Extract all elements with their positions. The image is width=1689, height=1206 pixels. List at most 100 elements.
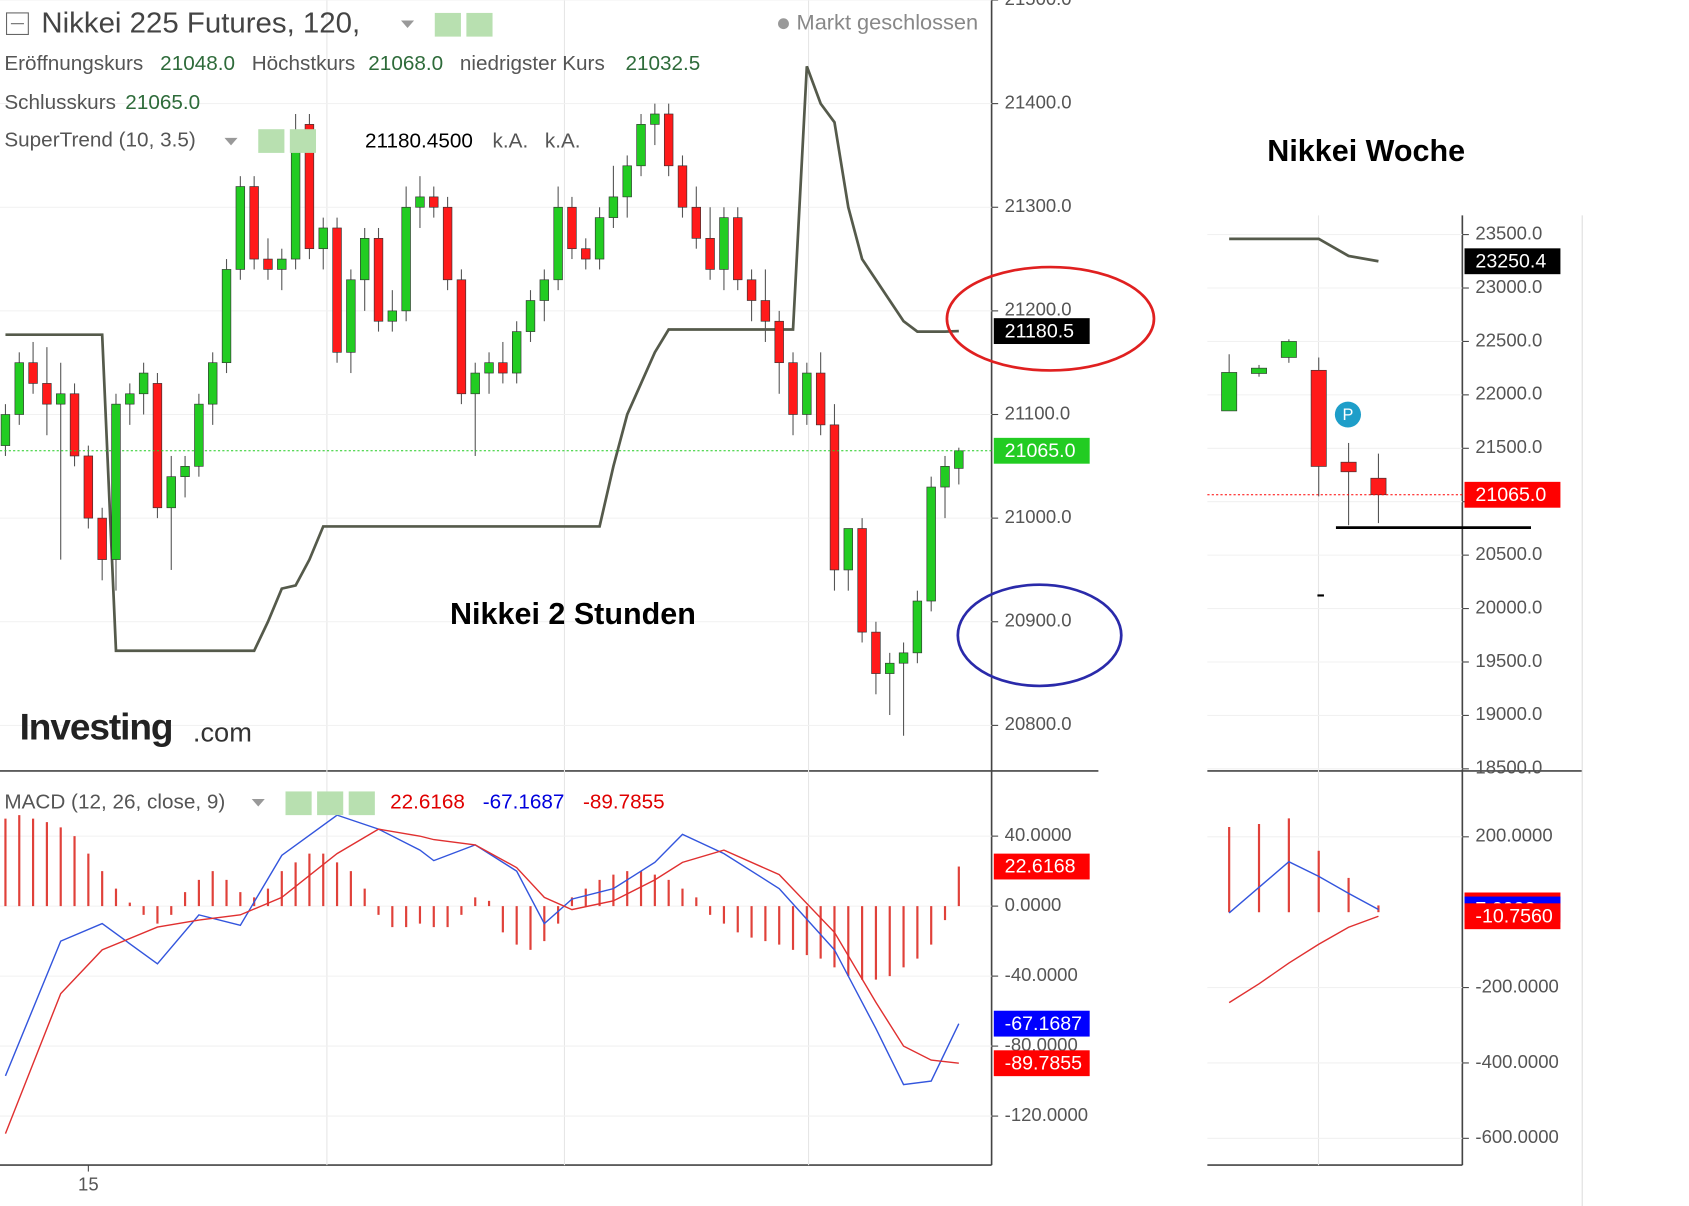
dropdown[interactable] — [224, 137, 238, 146]
x-tick-label: 15 — [78, 1173, 99, 1194]
candle-body — [567, 206, 577, 250]
dropdown[interactable] — [251, 798, 265, 807]
y-tick-label: 21300.0 — [1005, 195, 1072, 216]
supertrend-line — [1229, 237, 1379, 263]
legend-value: 21048.0 — [160, 52, 235, 75]
candle-body — [332, 227, 342, 353]
candle-body — [346, 279, 356, 353]
plots: 21500.0 21400.0 21300.0 21200.0 21100.0 21000… — [0, 0, 1561, 1194]
candle-body — [277, 258, 287, 270]
y-tick-label: 20500.0 — [1475, 543, 1542, 564]
candle-body — [691, 206, 701, 239]
y-tick-label: -200.0000 — [1475, 976, 1558, 997]
frames — [0, 0, 1583, 1166]
candle-body — [152, 383, 163, 509]
dropdown[interactable] — [401, 20, 415, 28]
candle-body — [401, 206, 411, 312]
gear-icon[interactable] — [289, 129, 317, 153]
y-tick-label: 22000.0 — [1475, 383, 1542, 404]
candle-body — [235, 186, 246, 270]
macd-value: -67.1687 — [483, 791, 565, 814]
candle-body — [484, 362, 494, 374]
y-tick-label: 21400.0 — [1005, 92, 1072, 113]
legend-label: Schlusskurs — [4, 91, 116, 114]
indicator-name: SuperTrend (10, 3.5) — [4, 129, 195, 152]
candle-body — [442, 206, 453, 281]
candle-body — [636, 124, 646, 167]
price-label: 21065.0 — [1475, 484, 1546, 506]
gear-icon[interactable] — [317, 791, 344, 816]
legend-label: niedrigster Kurs — [460, 52, 605, 75]
indicator-line — [4, 814, 960, 1086]
candle-body — [1221, 372, 1238, 412]
candle-body — [56, 393, 66, 405]
p-marker[interactable] — [1334, 401, 1362, 428]
logo-suffix: .com — [193, 717, 252, 748]
candle-body — [705, 238, 715, 270]
p-marker-letter: P — [1342, 406, 1353, 424]
price-label: -67.1687 — [1005, 1013, 1082, 1035]
candle-body — [650, 113, 660, 125]
logo: Investing — [20, 707, 173, 748]
price-label: 23250.4 — [1475, 251, 1546, 273]
candle-body — [138, 372, 149, 395]
eye-icon[interactable] — [434, 12, 461, 37]
candle-body — [760, 300, 771, 322]
candle-body — [69, 393, 80, 457]
price-label: 21065.0 — [1005, 440, 1076, 462]
candle-body — [125, 393, 135, 405]
y-tick-label: 40.0000 — [1005, 824, 1072, 845]
collapse-icon[interactable] — [5, 12, 29, 35]
macd-legend: MACD (12, 26, close, 9) — [4, 791, 225, 814]
eye-icon[interactable] — [285, 791, 312, 816]
price-label: -89.7855 — [1005, 1053, 1083, 1075]
price-label: 21180.5 — [1005, 320, 1075, 342]
candle-body — [290, 134, 301, 260]
candle-body — [539, 279, 550, 301]
price-label-box — [1464, 481, 1561, 508]
candle-body — [83, 455, 94, 519]
legend-value: 21068.0 — [368, 52, 443, 75]
candle-body — [249, 186, 259, 260]
candle-body — [525, 300, 536, 332]
eye-icon[interactable] — [258, 129, 285, 153]
candle-body — [470, 372, 480, 395]
price-label-box — [993, 853, 1090, 880]
candle-body — [843, 528, 853, 571]
y-tick-label: 21500.0 — [1475, 436, 1542, 457]
candle-body — [940, 465, 950, 488]
y-tick-label: -40.0000 — [1005, 964, 1078, 985]
candle-body — [1310, 369, 1327, 467]
y-tick-label: 20800.0 — [1005, 713, 1072, 734]
candle-body — [677, 165, 688, 208]
y-tick-label: 21000.0 — [1005, 506, 1072, 527]
price-label-box — [993, 437, 1090, 464]
y-tick-label: 0.0000 — [1005, 894, 1062, 915]
price-label: 22.6168 — [1005, 856, 1076, 878]
candle-body — [111, 403, 121, 560]
candle-body — [954, 450, 964, 469]
candle-body — [608, 196, 619, 218]
candle-body — [719, 217, 729, 270]
price-label-box — [993, 1010, 1090, 1037]
candle-body — [180, 465, 190, 478]
legend-label: Eröffnungskurs — [4, 52, 143, 75]
y-tick-label: 200.0000 — [1475, 825, 1552, 846]
macd-value: 22.6168 — [390, 791, 465, 814]
close-icon[interactable] — [348, 791, 375, 816]
candle-body — [387, 310, 398, 322]
gear-icon[interactable] — [466, 12, 493, 37]
y-tick-label: -600.0000 — [1475, 1126, 1558, 1147]
candle-body — [926, 486, 936, 602]
y-tick-label: 20000.0 — [1475, 596, 1542, 617]
candle-body — [594, 217, 605, 260]
candle-body — [263, 258, 273, 270]
candle-body — [1251, 367, 1267, 374]
price-label-box — [993, 1050, 1090, 1077]
candle-body — [1280, 341, 1297, 358]
y-tick-label: 21500.0 — [1005, 0, 1072, 9]
chart-title: Nikkei 225 Futures, 120, — [41, 8, 360, 40]
indicator-value: 21180.4500 — [365, 130, 473, 153]
y-tick-label: 18500.0 — [1475, 757, 1542, 778]
